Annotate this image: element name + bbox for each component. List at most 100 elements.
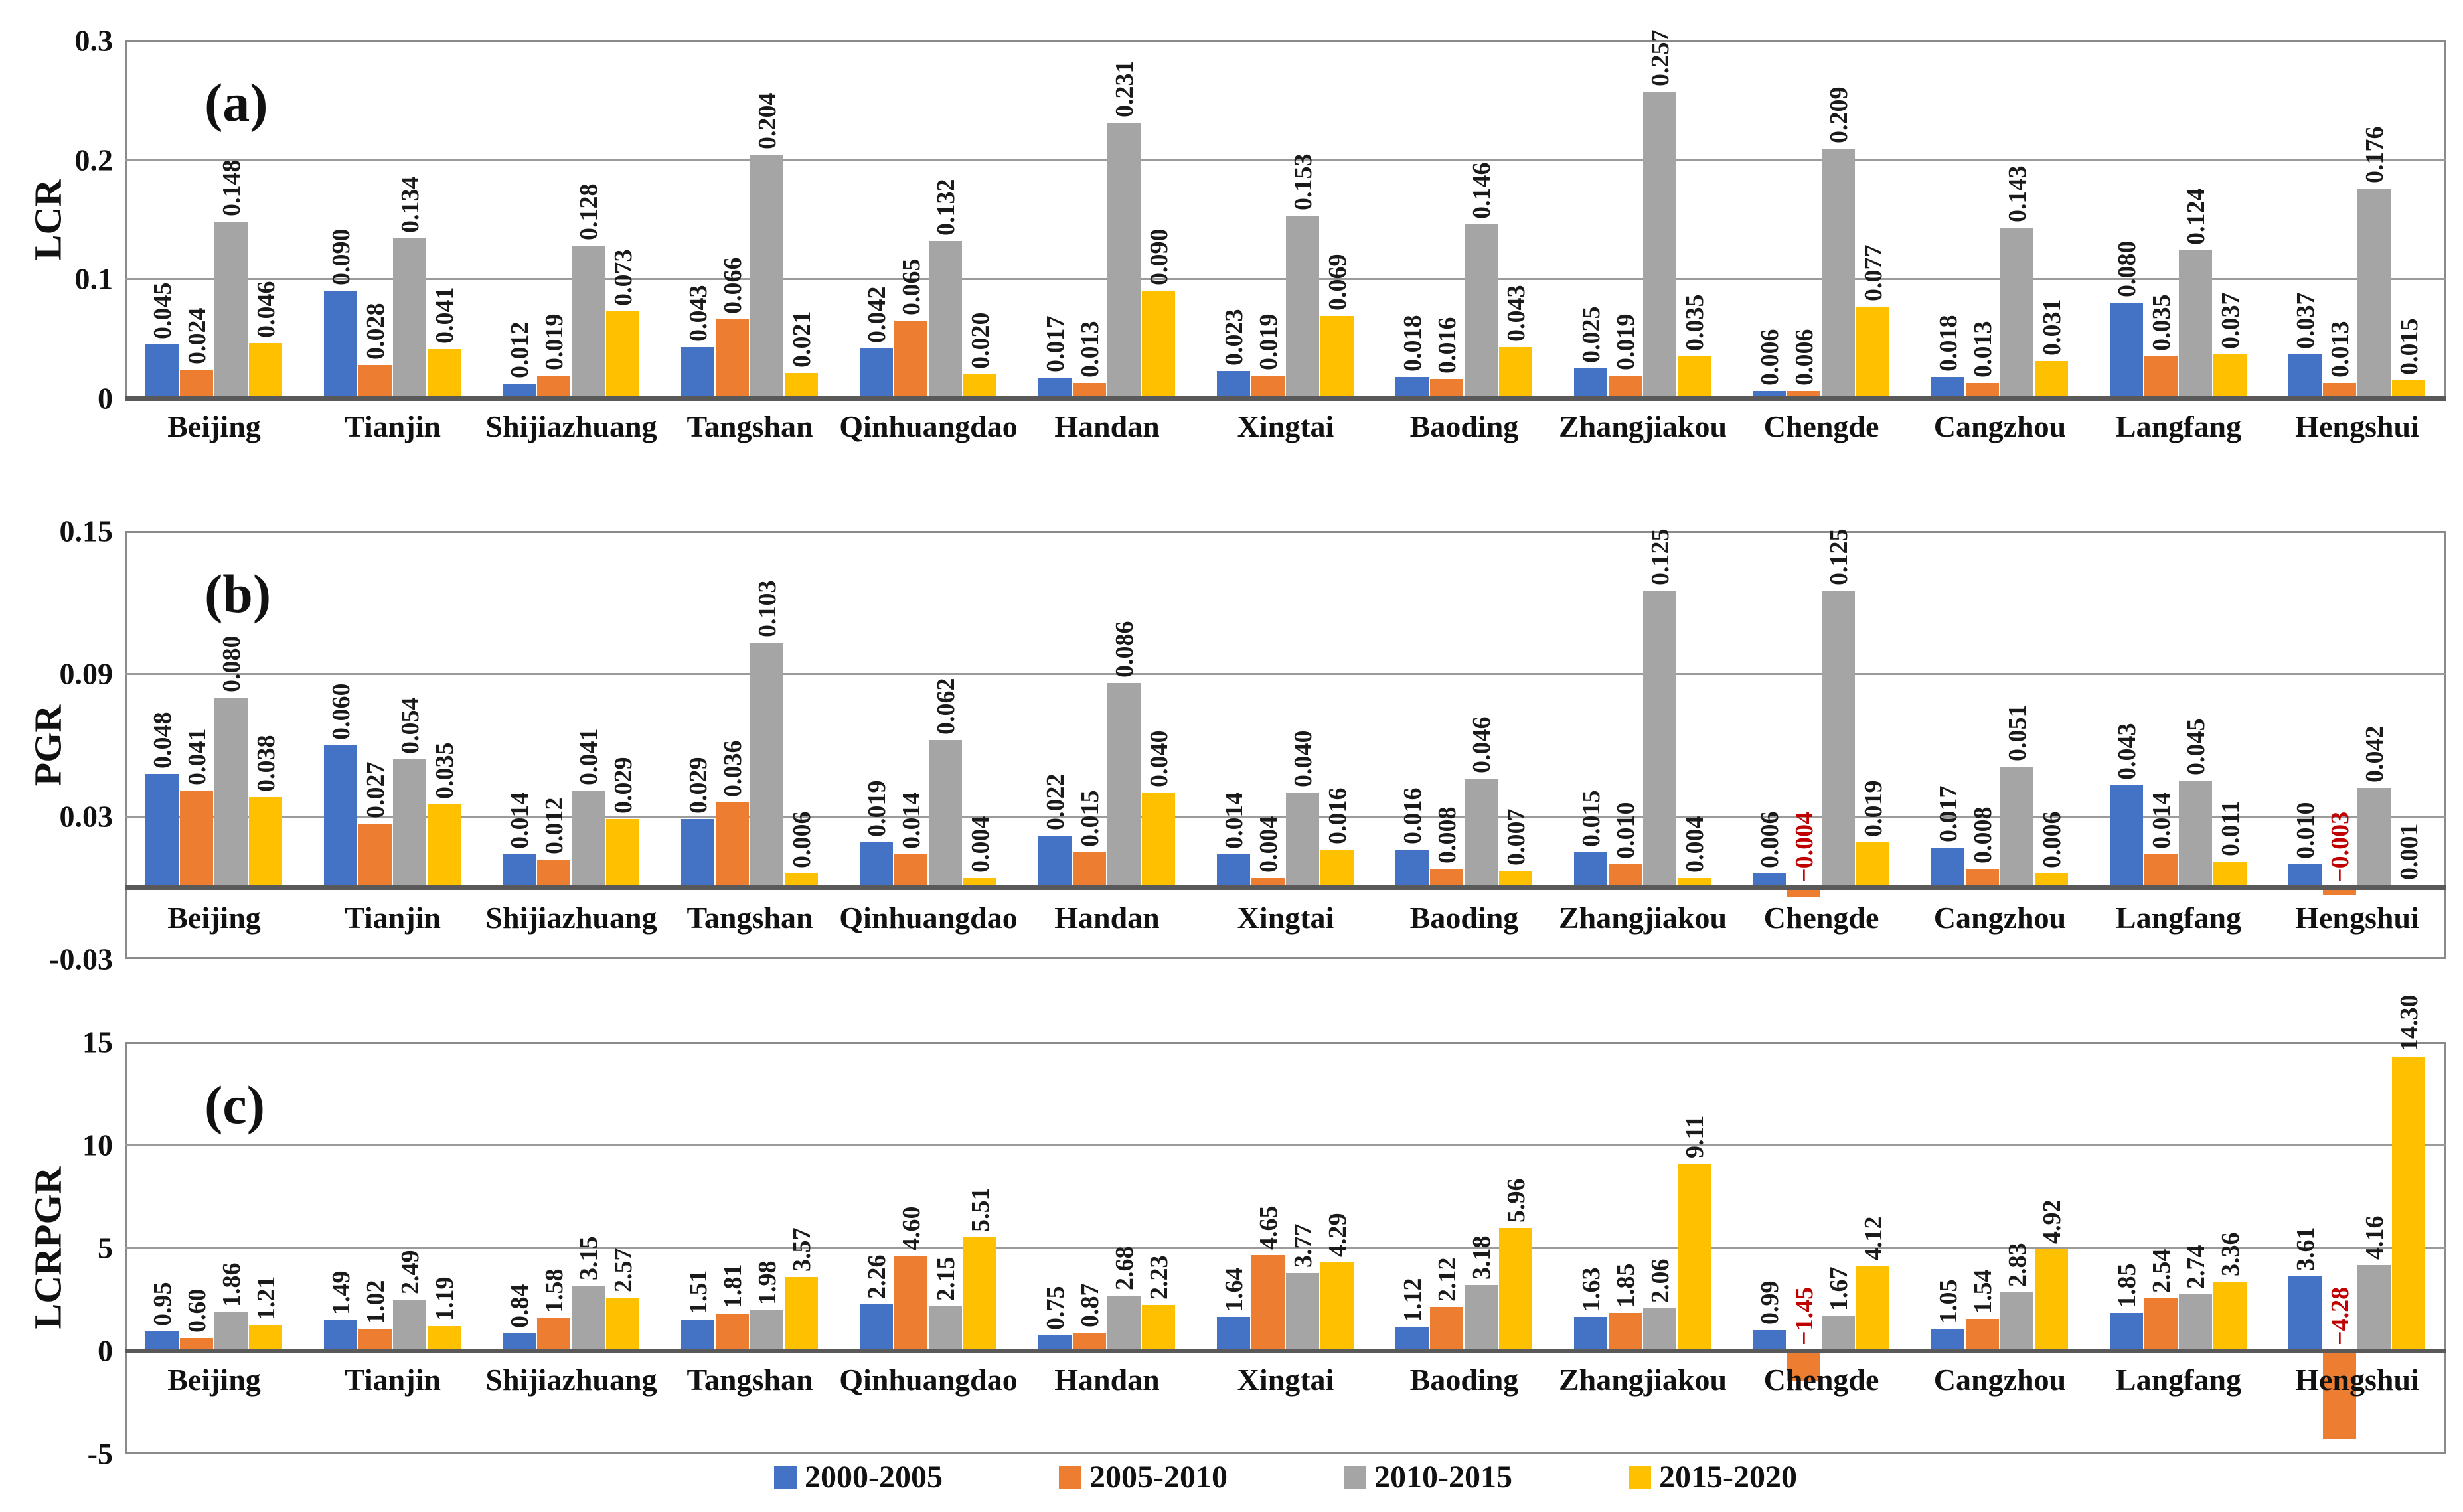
value-label: 4.65 — [1254, 1205, 1283, 1250]
bar-2010-2015 — [2000, 1292, 2033, 1351]
value-label: 0.95 — [148, 1282, 177, 1326]
city-label: Cangzhou — [1933, 901, 2067, 935]
bar-2005-2010 — [536, 859, 570, 888]
plot-area-b — [125, 531, 2446, 959]
gridline — [125, 159, 2446, 161]
value-label: 0.006 — [1790, 329, 1818, 386]
value-label: 0.146 — [1467, 162, 1496, 219]
legend-swatch-orange — [1059, 1466, 1082, 1489]
bar-2015-2020 — [1677, 878, 1711, 888]
legend-swatch-yellow — [1628, 1466, 1651, 1489]
y-tick-label: -5 — [87, 1436, 113, 1471]
value-label: 0.153 — [1289, 153, 1317, 211]
value-label: 0.086 — [1110, 621, 1139, 678]
city-label: Shijiazhuang — [485, 410, 657, 443]
legend-label: 2005-2010 — [1089, 1460, 1228, 1495]
value-label: 0.060 — [327, 683, 355, 740]
city-label: Cangzhou — [1933, 410, 2067, 443]
value-label: 0.006 — [787, 811, 816, 869]
bar-2015-2020 — [427, 349, 461, 398]
bar-2005-2010 — [1429, 1307, 1463, 1351]
value-label: 0.124 — [2182, 188, 2210, 246]
value-label: 0.054 — [396, 697, 424, 755]
value-label: 1.86 — [217, 1262, 246, 1308]
value-label: 1.98 — [753, 1260, 781, 1305]
value-label: 0.015 — [1577, 790, 1605, 847]
bar-2000-2005 — [145, 344, 179, 398]
y-tick-label: 0 — [98, 381, 113, 416]
value-label: 0.125 — [1824, 528, 1853, 585]
value-label: 0.035 — [430, 742, 459, 800]
bar-2010-2015 — [2178, 250, 2212, 398]
value-label: 0.037 — [2216, 292, 2245, 349]
bar-2005-2010 — [1429, 868, 1463, 888]
bar-2000-2005 — [1573, 1317, 1607, 1351]
bar-2000-2005 — [1752, 391, 1786, 398]
value-label: 1.05 — [1934, 1279, 1962, 1324]
bar-2005-2010 — [2322, 887, 2356, 895]
bar-2010-2015 — [2000, 766, 2033, 888]
y-tick-label: 0.1 — [74, 262, 114, 296]
city-label: Zhangjiakou — [1558, 410, 1727, 443]
value-label: 2.12 — [1433, 1257, 1461, 1302]
bar-2010-2015 — [1107, 683, 1141, 888]
value-label: 2.54 — [2147, 1248, 2176, 1294]
value-label: 1.02 — [361, 1280, 390, 1325]
y-tick-label: 10 — [82, 1128, 113, 1162]
value-label: 0.041 — [574, 728, 603, 785]
bar-2005-2010 — [2322, 382, 2356, 398]
value-label: 0.037 — [2291, 292, 2320, 349]
legend-item: 2005-2010 — [1059, 1459, 1228, 1495]
bar-2015-2020 — [2034, 873, 2068, 888]
bar-2005-2010 — [1787, 391, 1820, 398]
bar-2000-2005 — [1573, 368, 1607, 398]
bar-2010-2015 — [750, 155, 783, 398]
legend-label: 2015-2020 — [1658, 1460, 1797, 1495]
value-label: 0.045 — [148, 282, 177, 340]
value-label: 0.031 — [2037, 299, 2066, 356]
value-label: 2.15 — [931, 1256, 960, 1302]
bar-2010-2015 — [2000, 228, 2033, 398]
value-label: 4.60 — [897, 1206, 925, 1251]
value-label: 0.018 — [1398, 315, 1427, 372]
bar-2005-2010 — [1965, 1319, 1999, 1351]
value-label: 0.028 — [361, 303, 390, 360]
value-label: 0.204 — [753, 92, 781, 150]
value-label: 0.006 — [1755, 329, 1784, 386]
bar-2010-2015 — [1107, 122, 1141, 398]
value-label: 2.49 — [396, 1250, 424, 1294]
value-label: 1.81 — [718, 1264, 747, 1308]
bar-2005-2010 — [358, 1329, 392, 1351]
value-label: 0.022 — [1041, 773, 1070, 830]
bar-2015-2020 — [784, 373, 818, 398]
bar-2000-2005 — [1573, 852, 1607, 888]
bar-2000-2005 — [680, 346, 714, 398]
value-label: 1.64 — [1220, 1267, 1248, 1312]
value-label: −4.28 — [2326, 1286, 2354, 1345]
bar-2015-2020 — [2391, 1056, 2425, 1351]
bar-2010-2015 — [2357, 788, 2391, 888]
bar-2000-2005 — [1752, 873, 1786, 888]
value-label: 0.029 — [684, 757, 712, 814]
bar-2000-2005 — [859, 842, 893, 888]
panel-label-c: (c) — [204, 1075, 266, 1135]
value-label: 0.042 — [2360, 725, 2389, 783]
y-tick-label: 0.2 — [74, 143, 114, 177]
value-label: 0.020 — [966, 312, 994, 370]
city-label: Qinhuangdao — [839, 1363, 1018, 1397]
bar-2015-2020 — [2213, 1281, 2247, 1351]
city-label: Langfang — [2115, 1363, 2242, 1397]
bar-2005-2010 — [179, 790, 213, 888]
value-label: 0.010 — [2291, 802, 2320, 859]
city-label: Shijiazhuang — [485, 1363, 657, 1397]
bar-2000-2005 — [502, 384, 536, 398]
value-label: 0.257 — [1646, 29, 1674, 87]
bar-2010-2015 — [214, 1312, 248, 1351]
city-label: Cangzhou — [1933, 1363, 2067, 1397]
city-label: Langfang — [2115, 901, 2242, 935]
bar-2005-2010 — [536, 375, 570, 398]
y-tick-label: 0.09 — [59, 656, 114, 691]
value-label: 4.12 — [1859, 1216, 1887, 1261]
value-label: 0.041 — [183, 728, 211, 785]
bar-2015-2020 — [2034, 361, 2068, 398]
